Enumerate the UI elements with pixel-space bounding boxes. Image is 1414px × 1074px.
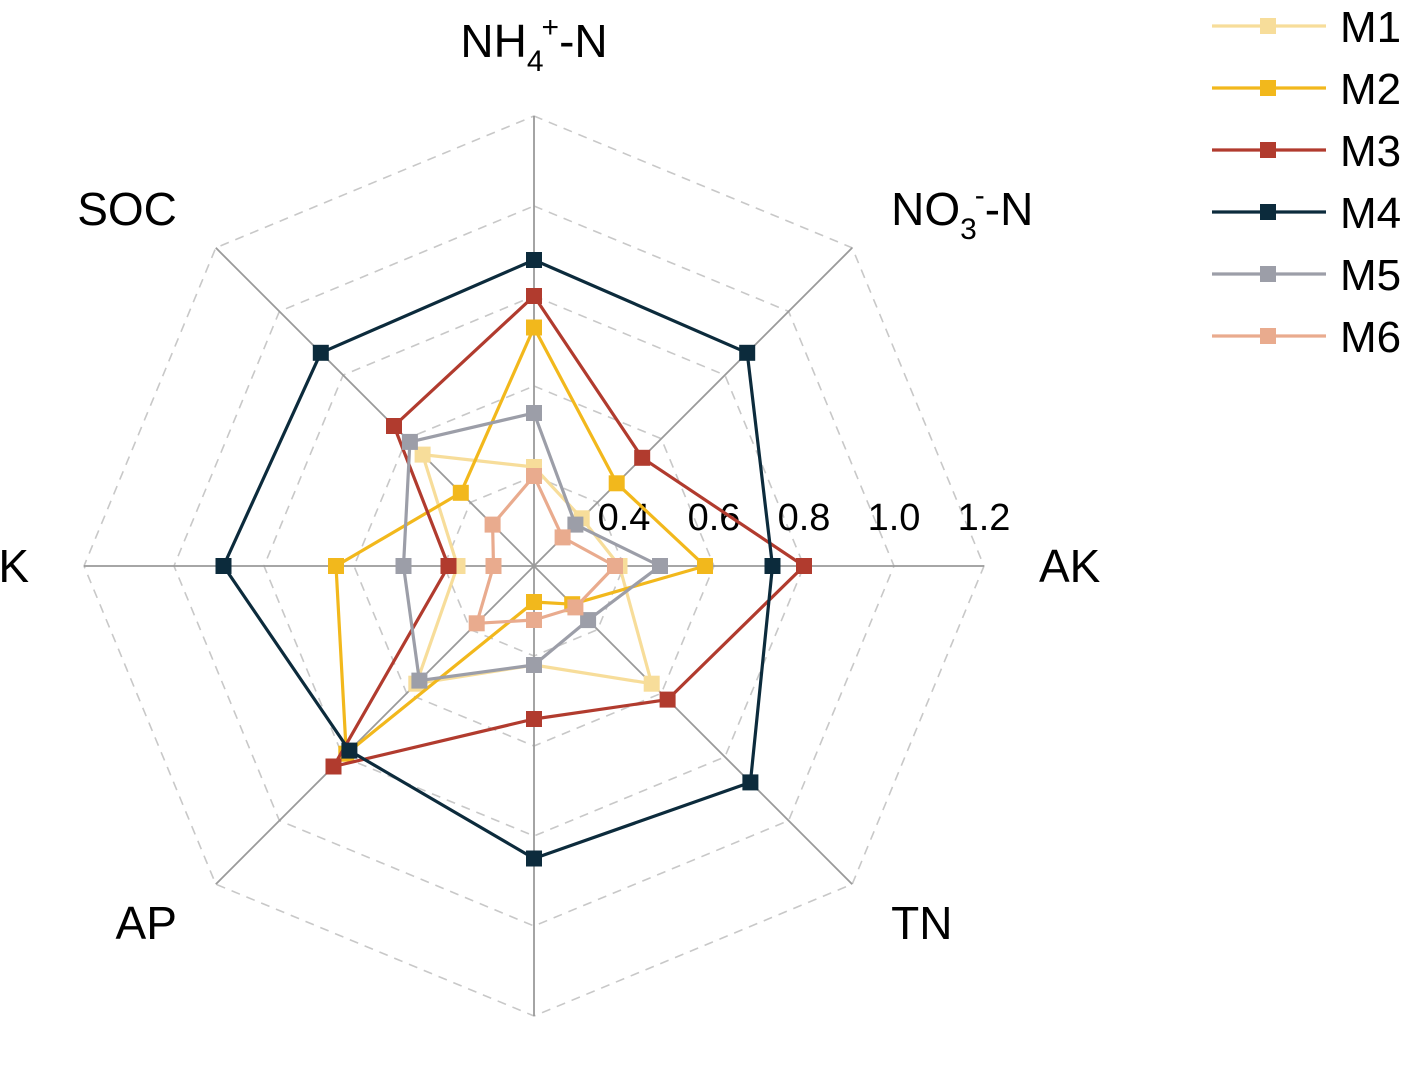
legend-item-m6: M6 [1212, 313, 1401, 362]
point-m3-soc [386, 418, 402, 434]
point-m6-ap [468, 615, 485, 632]
point-m2-no3 [608, 475, 625, 492]
point-m3-ak [796, 558, 812, 574]
point-m6-nh4 [526, 468, 542, 484]
point-m2-tk [328, 558, 344, 574]
radial-tick-labels: 0.4 0.6 0.8 1.0 1.2 [598, 497, 1011, 539]
point-m6-soc [484, 516, 501, 533]
tick-label: 0.8 [778, 497, 831, 539]
legend-label: M3 [1340, 127, 1401, 176]
point-m6-ak [607, 558, 623, 574]
series-group [215, 252, 812, 867]
axis-label-no3: NO3--N [891, 179, 1033, 246]
axis-label-tp: TP [505, 1065, 564, 1074]
legend-label: M6 [1340, 313, 1401, 362]
axis-label-ap: AP [116, 897, 177, 949]
point-m5-soc [401, 433, 418, 450]
point-m3-ap [325, 758, 342, 775]
point-m5-ak [652, 558, 668, 574]
point-m4-ak [764, 558, 781, 574]
point-m5-no3 [567, 516, 584, 533]
point-m2-nh4 [526, 319, 542, 336]
point-m4-soc [312, 344, 329, 361]
axis-label-nh4: NH4+-N [460, 11, 607, 78]
point-m4-tk [215, 558, 232, 574]
point-m4-no3 [739, 344, 756, 361]
point-m5-nh4 [526, 405, 542, 421]
point-m3-tn [659, 691, 676, 708]
point-m4-nh4 [526, 252, 542, 268]
legend-label: M1 [1340, 3, 1401, 52]
point-m5-tk [395, 558, 412, 574]
grid-ring [263, 295, 805, 837]
point-m1-tn [643, 675, 660, 692]
legend-marker [1260, 80, 1276, 96]
point-m5-tn [580, 612, 597, 629]
point-m1-soc [414, 446, 431, 463]
point-m6-no3 [554, 529, 571, 546]
point-m2-ak [697, 558, 713, 574]
axis-label-tk: TK [0, 540, 29, 592]
legend-label: M4 [1340, 189, 1401, 238]
legend-item-m2: M2 [1212, 65, 1401, 114]
point-m3-nh4 [526, 288, 542, 304]
legend-label: M5 [1340, 251, 1401, 300]
axis-label-soc: SOC [77, 183, 177, 235]
tick-label: 1.0 [868, 497, 921, 539]
legend-marker [1260, 142, 1276, 158]
radar-spokes [84, 116, 984, 1016]
point-m2-soc [452, 484, 469, 501]
spoke-ap [215, 565, 535, 885]
spoke-soc [215, 247, 535, 567]
point-m4-tp [526, 850, 542, 867]
point-m5-ap [411, 672, 428, 689]
series-m4 [215, 252, 781, 867]
legend-item-m1: M1 [1212, 3, 1401, 52]
point-m6-tp [526, 612, 542, 628]
axis-labels: NH4+-N NO3--N AK TN TP AP TK SOC [0, 11, 1101, 1074]
legend-item-m4: M4 [1212, 189, 1401, 238]
series-m6 [468, 468, 623, 632]
axis-label-ak: AK [1039, 540, 1101, 592]
legend-marker [1260, 18, 1276, 34]
point-m3-tk [440, 558, 457, 574]
legend-marker [1260, 328, 1276, 344]
legend-marker [1260, 204, 1276, 220]
series-m5 [395, 405, 668, 689]
tick-label: 0.4 [598, 497, 651, 539]
point-m2-tp [526, 594, 542, 610]
point-m4-tn [742, 774, 759, 791]
legend: M1 M2 M3 M4 M5 M6 [1212, 3, 1401, 362]
point-m3-no3 [634, 449, 651, 466]
point-m6-tn [567, 599, 584, 616]
legend-marker [1260, 266, 1276, 282]
tick-label: 1.2 [958, 497, 1011, 539]
point-m6-tk [485, 558, 502, 574]
legend-item-m5: M5 [1212, 251, 1401, 300]
point-m3-tp [526, 711, 542, 727]
point-m5-tp [526, 657, 542, 673]
legend-item-m3: M3 [1212, 127, 1401, 176]
legend-label: M2 [1340, 65, 1401, 114]
axis-label-tn: TN [891, 897, 952, 949]
point-m4-ap [341, 742, 358, 759]
series-m3 [325, 288, 812, 775]
